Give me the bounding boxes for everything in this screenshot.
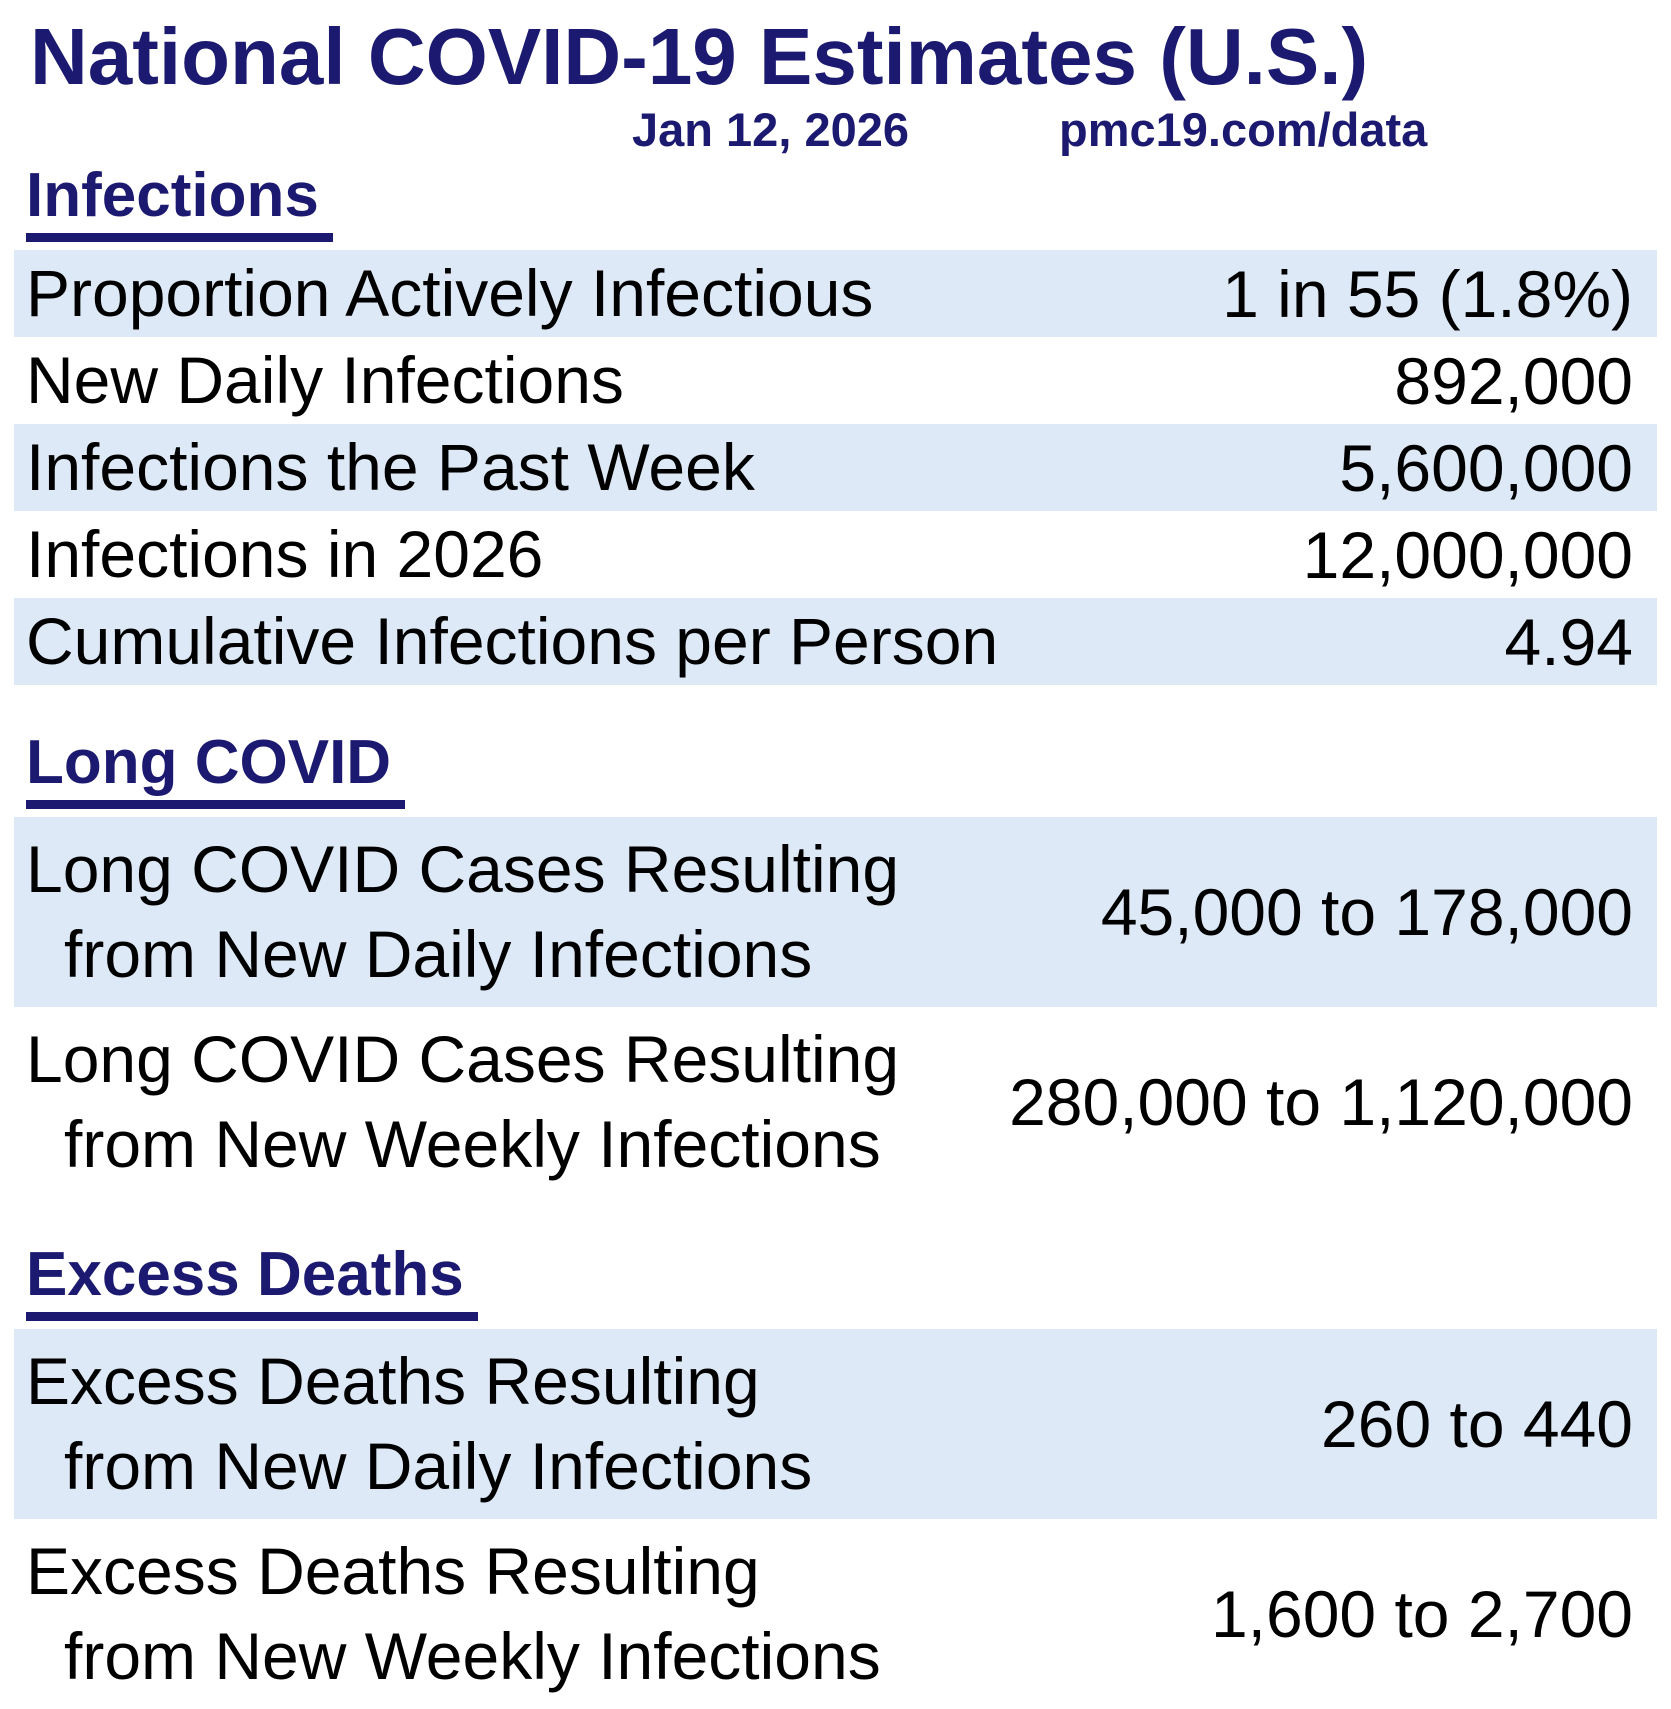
row-label: New Daily Infections <box>26 343 624 417</box>
excess-deaths-table: Excess Deaths Resulting from New Daily I… <box>14 1329 1657 1709</box>
row-label-line: Long COVID Cases Resulting <box>26 1022 900 1096</box>
row-value: 45,000 to 178,000 <box>1100 875 1633 949</box>
table-row: Long COVID Cases Resulting from New Dail… <box>14 817 1657 1007</box>
row-label-line: Long COVID Cases Resulting <box>26 832 900 906</box>
row-label: Excess Deaths Resulting from New Weekly … <box>26 1529 1211 1699</box>
row-value: 1 in 55 (1.8%) <box>1222 256 1633 331</box>
section-heading-wrap: Excess Deaths <box>26 1241 1671 1321</box>
section-heading-infections: Infections <box>26 162 333 242</box>
page-title: National COVID-19 Estimates (U.S.) <box>30 12 1369 101</box>
table-row: New Daily Infections 892,000 <box>14 337 1657 424</box>
row-label: Long COVID Cases Resulting from New Week… <box>26 1017 1009 1187</box>
row-value: 5,600,000 <box>1339 430 1633 505</box>
report-date: Jan 12, 2026 <box>632 103 909 156</box>
table-row: Long COVID Cases Resulting from New Week… <box>14 1007 1657 1197</box>
section-excess-deaths: Excess Deaths Excess Deaths Resulting fr… <box>0 1241 1671 1709</box>
row-value: 1,600 to 2,700 <box>1210 1577 1633 1651</box>
table-row: Infections the Past Week 5,600,000 <box>14 424 1657 511</box>
row-value: 4.94 <box>1504 604 1633 679</box>
table-row: Proportion Actively Infectious 1 in 55 (… <box>14 250 1657 337</box>
row-label-line: from New Weekly Infections <box>64 1107 881 1181</box>
table-row: Excess Deaths Resulting from New Daily I… <box>14 1329 1657 1519</box>
table-row: Infections in 2026 12,000,000 <box>14 511 1657 598</box>
row-label: Infections in 2026 <box>26 517 544 591</box>
row-label-line: from New Weekly Infections <box>64 1619 881 1693</box>
table-row: Cumulative Infections per Person 4.94 <box>14 598 1657 685</box>
infections-table: Proportion Actively Infectious 1 in 55 (… <box>14 250 1657 685</box>
row-value: 892,000 <box>1394 343 1633 418</box>
section-heading-excess-deaths: Excess Deaths <box>26 1241 478 1321</box>
row-label: Cumulative Infections per Person <box>26 604 999 678</box>
section-infections: Infections Proportion Actively Infectiou… <box>0 162 1671 685</box>
section-heading-wrap: Long COVID <box>26 729 1671 809</box>
table-row: Excess Deaths Resulting from New Weekly … <box>14 1519 1657 1709</box>
long-covid-table: Long COVID Cases Resulting from New Dail… <box>14 817 1657 1197</box>
section-long-covid: Long COVID Long COVID Cases Resulting fr… <box>0 729 1671 1197</box>
site-url: pmc19.com/data <box>1059 103 1428 156</box>
row-label: Proportion Actively Infectious <box>26 256 874 330</box>
row-label: Excess Deaths Resulting from New Daily I… <box>26 1339 1321 1509</box>
row-label: Long COVID Cases Resulting from New Dail… <box>26 827 1101 997</box>
row-label: Infections the Past Week <box>26 430 755 504</box>
row-label-line: from New Daily Infections <box>64 1429 813 1503</box>
row-value: 260 to 440 <box>1321 1387 1633 1461</box>
row-label-line: from New Daily Infections <box>64 917 813 991</box>
header-subline: Jan 12, 2026 pmc19.com/data <box>0 102 1671 160</box>
row-value: 12,000,000 <box>1302 517 1633 592</box>
row-label-line: Excess Deaths Resulting <box>26 1344 760 1418</box>
row-label-line: Excess Deaths Resulting <box>26 1534 760 1608</box>
row-value: 280,000 to 1,120,000 <box>1009 1065 1633 1139</box>
section-heading-long-covid: Long COVID <box>26 729 406 809</box>
section-heading-wrap: Infections <box>26 162 1671 242</box>
